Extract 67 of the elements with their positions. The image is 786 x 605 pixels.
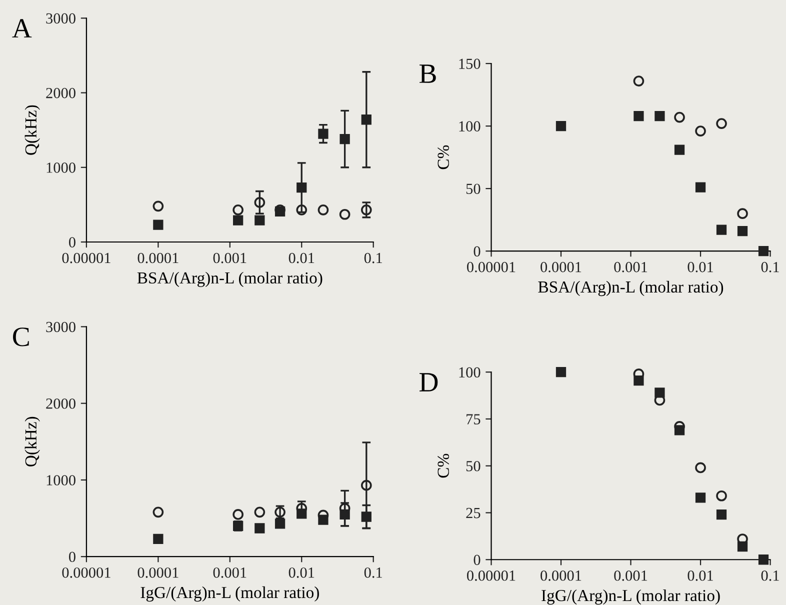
- point: [360, 204, 372, 216]
- y-tick-label: 0: [474, 246, 480, 257]
- y-tick-label: 25: [466, 508, 480, 518]
- x-tick-label: 0.00001: [467, 262, 516, 272]
- y-tick-label: 0: [68, 552, 76, 562]
- y-axis-title: C%: [438, 454, 450, 478]
- x-tick-label: 0.1: [761, 570, 779, 581]
- point: [254, 506, 266, 518]
- point: [254, 215, 265, 226]
- point: [318, 128, 328, 139]
- x-axis-title: BSA/(Arg)n-L (molar ratio): [137, 272, 322, 287]
- x-axis-title: BSA/(Arg)n-L (molar ratio): [538, 280, 724, 296]
- y-axis-title: Q(kHz): [24, 105, 40, 155]
- y-axis-title: C%: [438, 145, 450, 170]
- x-tick-label: 0.00001: [62, 252, 110, 264]
- x-tick-label: 0.01: [288, 567, 314, 578]
- x-tick-label: 0.001: [213, 567, 246, 578]
- x-tick-label: 0.01: [688, 570, 713, 581]
- x-tick-label: 0.001: [614, 570, 648, 581]
- x-tick-label: 0.1: [761, 262, 779, 272]
- y-tick-label: 0: [474, 554, 480, 566]
- x-tick-label: 0.00001: [62, 567, 110, 578]
- y-axis-title: Q(kHz): [24, 416, 40, 466]
- x-tick-label: 0.0001: [540, 262, 582, 272]
- y-tick-label: 50: [466, 460, 480, 472]
- y-tick-label: 3000: [46, 13, 76, 24]
- x-tick-label: 0.0001: [138, 252, 178, 264]
- point: [361, 114, 372, 125]
- y-tick-label: 100: [459, 121, 480, 132]
- y-tick-label: 100: [459, 367, 480, 378]
- point: [318, 204, 329, 216]
- y-tick-label: 0: [68, 237, 76, 248]
- chart-title: C: [13, 328, 29, 346]
- x-tick-label: 0.01: [288, 252, 314, 264]
- y-tick-label: 1000: [46, 162, 76, 173]
- chart-title: A: [12, 19, 32, 38]
- x-tick-label: 0.0001: [138, 567, 178, 578]
- y-tick-label: 1000: [46, 475, 76, 486]
- y-tick-label: 75: [466, 414, 480, 424]
- y-tick-label: 2000: [46, 88, 76, 98]
- point: [340, 134, 350, 144]
- x-axis-title: IgG/(Arg)n-L (molar ratio): [140, 586, 319, 602]
- point: [274, 518, 286, 529]
- point: [360, 480, 372, 491]
- x-axis-title: IgG/(Arg)n-L (molar ratio): [542, 589, 720, 605]
- point: [233, 215, 244, 226]
- x-tick-label: 0.1: [364, 567, 382, 578]
- x-tick-label: 0.0001: [540, 570, 582, 581]
- y-tick-label: 3000: [46, 322, 76, 332]
- point: [296, 204, 308, 216]
- chart-title: B: [420, 64, 436, 83]
- point: [296, 182, 307, 193]
- x-tick-label: 0.001: [614, 262, 648, 272]
- x-tick-label: 0.00001: [467, 570, 516, 581]
- point: [254, 523, 265, 534]
- x-tick-label: 0.1: [364, 252, 382, 264]
- point: [361, 512, 372, 522]
- y-tick-label: 150: [459, 58, 480, 69]
- y-tick-label: 2000: [46, 398, 76, 409]
- point: [339, 208, 350, 220]
- point: [232, 204, 244, 216]
- x-tick-label: 0.01: [688, 262, 713, 272]
- y-tick-label: 50: [466, 184, 480, 194]
- point: [254, 197, 266, 208]
- x-tick-label: 0.001: [213, 252, 246, 264]
- point: [232, 509, 244, 520]
- chart-title: D: [420, 373, 438, 392]
